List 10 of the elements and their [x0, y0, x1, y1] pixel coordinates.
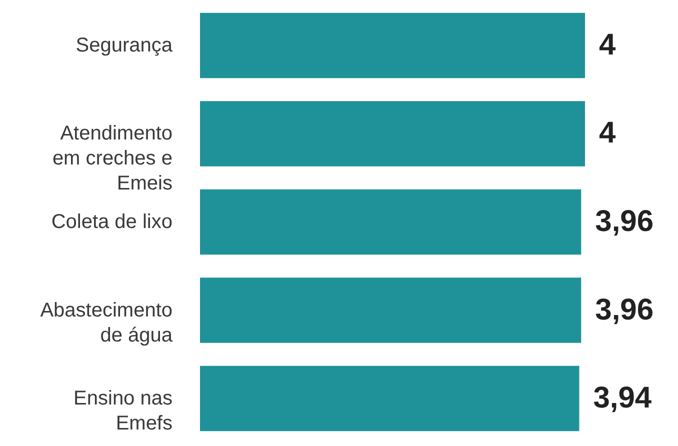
data-label: 3,96: [595, 293, 654, 326]
y-tick-label: Ensino nas Emefs: [74, 388, 172, 435]
y-tick-label: Abastecimento de água: [40, 299, 174, 346]
data-label: 4: [599, 28, 616, 62]
data-label: 3,96: [595, 205, 654, 238]
y-tick-label: Atendimento em creches e Emeis: [52, 122, 172, 195]
data-label: 4: [599, 116, 616, 150]
y-tick-label: Segurança: [76, 34, 174, 56]
data-label: 3,94: [593, 382, 652, 415]
y-tick-label: Coleta de lixo: [51, 211, 172, 233]
